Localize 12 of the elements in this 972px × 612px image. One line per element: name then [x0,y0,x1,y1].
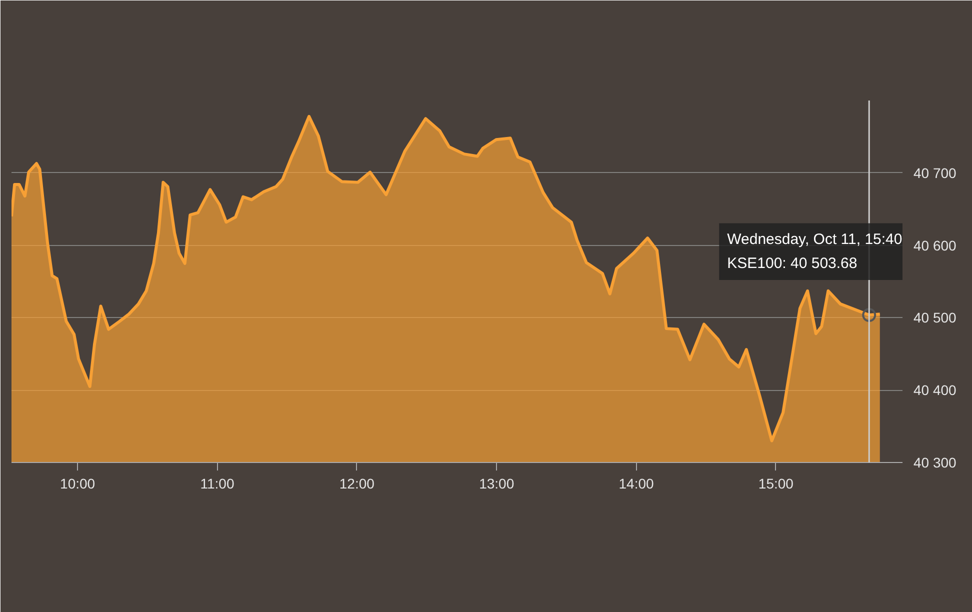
x-tick-label: 12:00 [339,476,375,492]
y-tick-label: 40 700 [914,164,957,181]
y-tick-label: 40 400 [914,382,957,398]
y-tick-label: 40 300 [914,454,957,470]
x-tick-label: 14:00 [618,476,654,492]
x-tick-label: 10:00 [60,476,96,492]
x-tick-label: 11:00 [200,476,234,492]
y-tick-label: 40 600 [914,237,957,254]
x-tick-label: 13:00 [479,476,514,492]
y-tick-label: 40 500 [914,310,957,326]
annotation: Wednesday, Oct 11, 15:40 KSE100: 40 503.68 [727,231,902,272]
x-tick-label: 15:00 [758,476,794,492]
